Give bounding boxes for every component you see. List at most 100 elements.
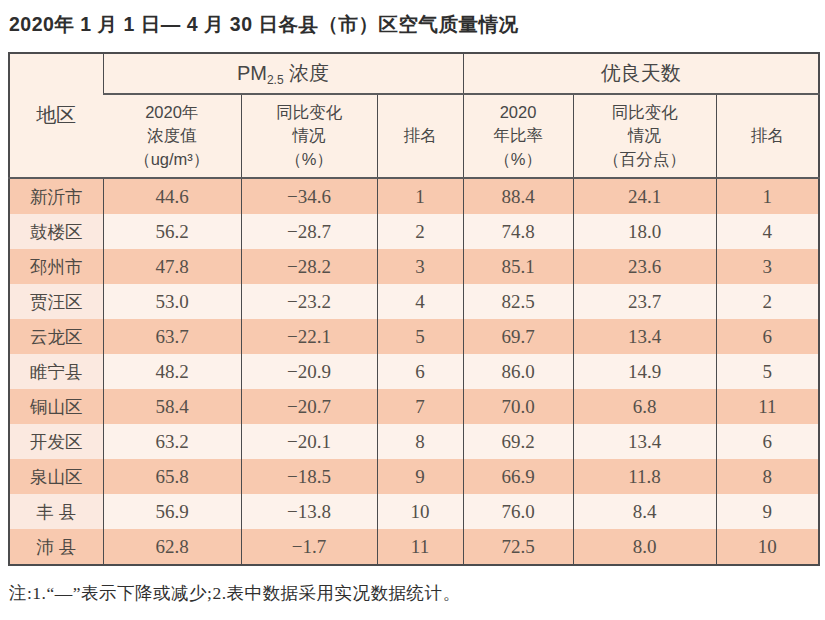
pm-rank-cell: 1 <box>377 178 463 214</box>
good-ratio-cell: 69.7 <box>463 319 573 354</box>
table-row: 沛 县62.8−1.71172.58.010 <box>9 529 819 565</box>
good-ratio-cell: 88.4 <box>463 178 573 214</box>
pm-value-cell: 56.9 <box>103 494 241 529</box>
good-change-cell: 18.0 <box>573 214 716 249</box>
pm-rank-cell: 5 <box>377 319 463 354</box>
pm-change-cell: −28.7 <box>241 214 377 249</box>
good-change-cell: 6.8 <box>573 389 716 424</box>
pm-value-cell: 53.0 <box>103 284 241 319</box>
good-change-cell: 8.4 <box>573 494 716 529</box>
good-rank-cell: 11 <box>716 389 819 424</box>
header-row-subcolumns: 2020年 浓度值 （ug/m³） 同比变化 情况 （%） 排名 2020 年比… <box>9 94 819 178</box>
table-row: 新沂市44.6−34.6188.424.11 <box>9 178 819 214</box>
pm-value-cell: 48.2 <box>103 354 241 389</box>
region-cell: 鼓楼区 <box>9 214 103 249</box>
page-title: 2020年 1 月 1 日— 4 月 30 日各县（市）区空气质量情况 <box>0 0 825 38</box>
pm-change-cell: −1.7 <box>241 529 377 565</box>
header-row-groups: 地区 PM2.5 浓度 优良天数 <box>9 53 819 94</box>
good-change-cell: 14.9 <box>573 354 716 389</box>
good-rank-cell: 9 <box>716 494 819 529</box>
pm-change-cell: −28.2 <box>241 249 377 284</box>
pm-change-cell: −23.2 <box>241 284 377 319</box>
pm-rank-cell: 9 <box>377 459 463 494</box>
region-cell: 邳州市 <box>9 249 103 284</box>
good-rank-cell: 1 <box>716 178 819 214</box>
good-ratio-cell: 82.5 <box>463 284 573 319</box>
pm-value-cell: 65.8 <box>103 459 241 494</box>
good-change-cell: 11.8 <box>573 459 716 494</box>
good-ratio-cell: 70.0 <box>463 389 573 424</box>
pm-value-cell: 47.8 <box>103 249 241 284</box>
pm-change-cell: −20.7 <box>241 389 377 424</box>
footnote: 注:1.“—”表示下降或减少;2.表中数据采用实况数据统计。 <box>9 581 825 605</box>
pm-rank-cell: 11 <box>377 529 463 565</box>
good-rank-cell: 2 <box>716 284 819 319</box>
table-body: 新沂市44.6−34.6188.424.11鼓楼区56.2−28.7274.81… <box>9 178 819 565</box>
pm-rank-cell: 7 <box>377 389 463 424</box>
table-row: 鼓楼区56.2−28.7274.818.04 <box>9 214 819 249</box>
column-header-pm-rank: 排名 <box>377 94 463 178</box>
column-header-good-change: 同比变化 情况 （百分点） <box>573 94 716 178</box>
good-ratio-cell: 86.0 <box>463 354 573 389</box>
pm-change-cell: −20.9 <box>241 354 377 389</box>
pm-value-cell: 63.2 <box>103 424 241 459</box>
table-row: 铜山区58.4−20.7770.06.811 <box>9 389 819 424</box>
pm-change-cell: −34.6 <box>241 178 377 214</box>
pm-rank-cell: 4 <box>377 284 463 319</box>
region-cell: 新沂市 <box>9 178 103 214</box>
good-change-cell: 13.4 <box>573 319 716 354</box>
table-row: 睢宁县48.2−20.9686.014.95 <box>9 354 819 389</box>
pm-change-cell: −18.5 <box>241 459 377 494</box>
good-change-cell: 13.4 <box>573 424 716 459</box>
good-rank-cell: 10 <box>716 529 819 565</box>
pm-rank-cell: 6 <box>377 354 463 389</box>
pm-rank-cell: 2 <box>377 214 463 249</box>
pm-group-suffix: 浓度 <box>284 62 330 84</box>
pm-rank-cell: 10 <box>377 494 463 529</box>
column-header-good-ratio: 2020 年比率 （%） <box>463 94 573 178</box>
table-row: 云龙区63.7−22.1569.713.46 <box>9 319 819 354</box>
region-cell: 铜山区 <box>9 389 103 424</box>
column-header-region: 地区 <box>9 53 103 178</box>
good-change-cell: 24.1 <box>573 178 716 214</box>
good-rank-cell: 3 <box>716 249 819 284</box>
column-header-good-rank: 排名 <box>716 94 819 178</box>
region-cell: 开发区 <box>9 424 103 459</box>
column-header-pm-change: 同比变化 情况 （%） <box>241 94 377 178</box>
pm-change-cell: −22.1 <box>241 319 377 354</box>
good-ratio-cell: 72.5 <box>463 529 573 565</box>
region-cell: 云龙区 <box>9 319 103 354</box>
pm-change-cell: −13.8 <box>241 494 377 529</box>
good-rank-cell: 6 <box>716 319 819 354</box>
good-ratio-cell: 76.0 <box>463 494 573 529</box>
region-cell: 沛 县 <box>9 529 103 565</box>
good-change-cell: 23.7 <box>573 284 716 319</box>
good-change-cell: 8.0 <box>573 529 716 565</box>
air-quality-table: 地区 PM2.5 浓度 优良天数 2020年 浓度值 （ug/m³） 同比变化 … <box>8 52 820 566</box>
good-rank-cell: 4 <box>716 214 819 249</box>
table-row: 开发区63.2−20.1869.213.46 <box>9 424 819 459</box>
table-row: 贾汪区53.0−23.2482.523.72 <box>9 284 819 319</box>
column-group-pm25: PM2.5 浓度 <box>103 53 463 94</box>
good-ratio-cell: 74.8 <box>463 214 573 249</box>
page: 2020年 1 月 1 日— 4 月 30 日各县（市）区空气质量情况 地区 P… <box>0 0 825 620</box>
pm-label: PM <box>237 62 267 84</box>
pm-change-cell: −20.1 <box>241 424 377 459</box>
region-cell: 泉山区 <box>9 459 103 494</box>
pm-value-cell: 63.7 <box>103 319 241 354</box>
good-rank-cell: 8 <box>716 459 819 494</box>
region-cell: 睢宁县 <box>9 354 103 389</box>
region-cell: 丰 县 <box>9 494 103 529</box>
column-group-good-days: 优良天数 <box>463 53 819 94</box>
pm-value-cell: 58.4 <box>103 389 241 424</box>
table-header: 地区 PM2.5 浓度 优良天数 2020年 浓度值 （ug/m³） 同比变化 … <box>9 53 819 178</box>
column-header-pm-concentration: 2020年 浓度值 （ug/m³） <box>103 94 241 178</box>
table-row: 邳州市47.8−28.2385.123.63 <box>9 249 819 284</box>
pm-value-cell: 62.8 <box>103 529 241 565</box>
pm-rank-cell: 3 <box>377 249 463 284</box>
pm-value-cell: 44.6 <box>103 178 241 214</box>
pm-value-cell: 56.2 <box>103 214 241 249</box>
good-rank-cell: 6 <box>716 424 819 459</box>
good-change-cell: 23.6 <box>573 249 716 284</box>
pm-rank-cell: 8 <box>377 424 463 459</box>
